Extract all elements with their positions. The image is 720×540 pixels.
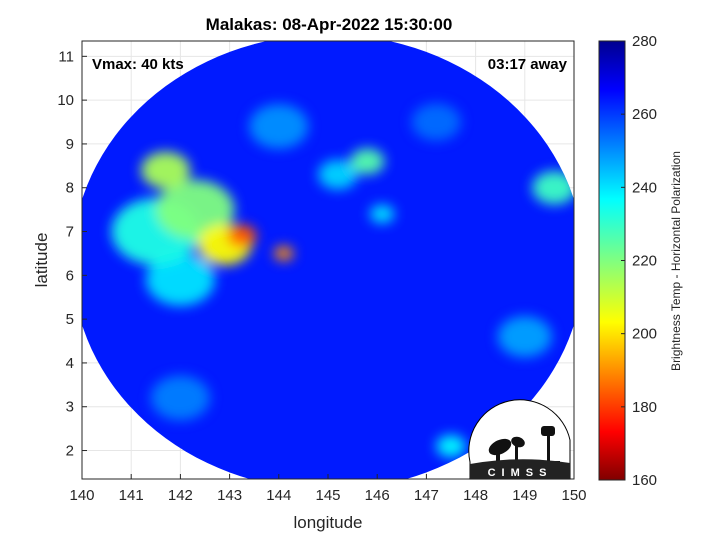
x-tick-label: 146 xyxy=(365,487,390,504)
x-axis-label: longitude xyxy=(293,513,362,532)
tb-feature xyxy=(497,316,552,358)
distance-annotation: 03:17 away xyxy=(488,56,568,73)
tb-feature xyxy=(318,159,358,190)
logo-tower xyxy=(547,436,550,462)
y-tick-label: 6 xyxy=(66,267,74,284)
tb-feature xyxy=(155,179,235,240)
tb-feature xyxy=(227,224,257,248)
swath-disc xyxy=(82,41,574,479)
x-tick-label: 148 xyxy=(463,487,488,504)
colorbar-label: Brightness Temp - Horizontal Polarizatio… xyxy=(669,151,683,371)
swath-features xyxy=(111,103,574,458)
colorbar-tick-label: 180 xyxy=(632,399,657,416)
x-tick-label: 142 xyxy=(168,487,193,504)
x-tick-label: 147 xyxy=(414,487,439,504)
x-tick-label: 140 xyxy=(69,487,94,504)
colorbar-tick-label: 240 xyxy=(632,179,657,196)
x-axis-ticks: 140 141 142 143 144 145 146 147 148 149 150 xyxy=(69,474,587,504)
tb-feature xyxy=(249,104,309,149)
colorbar-tick-label: 280 xyxy=(632,33,657,50)
x-tick-label: 149 xyxy=(512,487,537,504)
logo-text: CIMSS xyxy=(488,467,553,479)
x-tick-label: 145 xyxy=(315,487,340,504)
x-tick-label: 150 xyxy=(561,487,586,504)
cimss-logo: CIMSS xyxy=(468,399,571,480)
y-tick-label: 7 xyxy=(66,224,74,241)
y-tick-label: 5 xyxy=(66,311,74,328)
colorbar-tick-label: 160 xyxy=(632,472,657,489)
y-tick-label: 3 xyxy=(66,399,74,416)
swath xyxy=(82,41,574,479)
tb-feature xyxy=(532,170,574,205)
y-axis-ticks: 2 3 4 5 6 7 8 9 10 11 xyxy=(57,48,87,460)
y-axis-label: latitude xyxy=(32,233,51,288)
y-tick-label: 10 xyxy=(57,92,74,109)
tb-feature xyxy=(436,434,466,458)
colorbar-tick-label: 220 xyxy=(632,253,657,270)
tb-feature xyxy=(411,103,461,141)
logo-dish xyxy=(488,438,512,456)
y-tick-label: 8 xyxy=(66,180,74,197)
x-tick-label: 144 xyxy=(266,487,291,504)
y-tick-label: 9 xyxy=(66,136,74,153)
vmax-annotation: Vmax: 40 kts xyxy=(92,56,184,73)
tb-feature xyxy=(350,148,385,175)
tb-feature xyxy=(369,204,395,224)
tb-feature xyxy=(145,253,215,306)
colorbar-tick-label: 200 xyxy=(632,326,657,343)
colorbar xyxy=(598,40,626,481)
colorbar-ticks: 160 180 200 220 240 260 280 xyxy=(621,33,657,489)
tb-feature xyxy=(141,151,191,189)
tb-feature xyxy=(150,375,210,421)
chart-title: Malakas: 08-Apr-2022 15:30:00 xyxy=(206,15,453,34)
tb-feature xyxy=(273,245,294,261)
y-tick-label: 2 xyxy=(66,443,74,460)
x-tick-label: 141 xyxy=(119,487,144,504)
colorbar-tick-label: 260 xyxy=(632,106,657,123)
x-tick-label: 143 xyxy=(217,487,242,504)
y-tick-label: 11 xyxy=(58,48,74,65)
y-tick-label: 4 xyxy=(66,355,74,372)
